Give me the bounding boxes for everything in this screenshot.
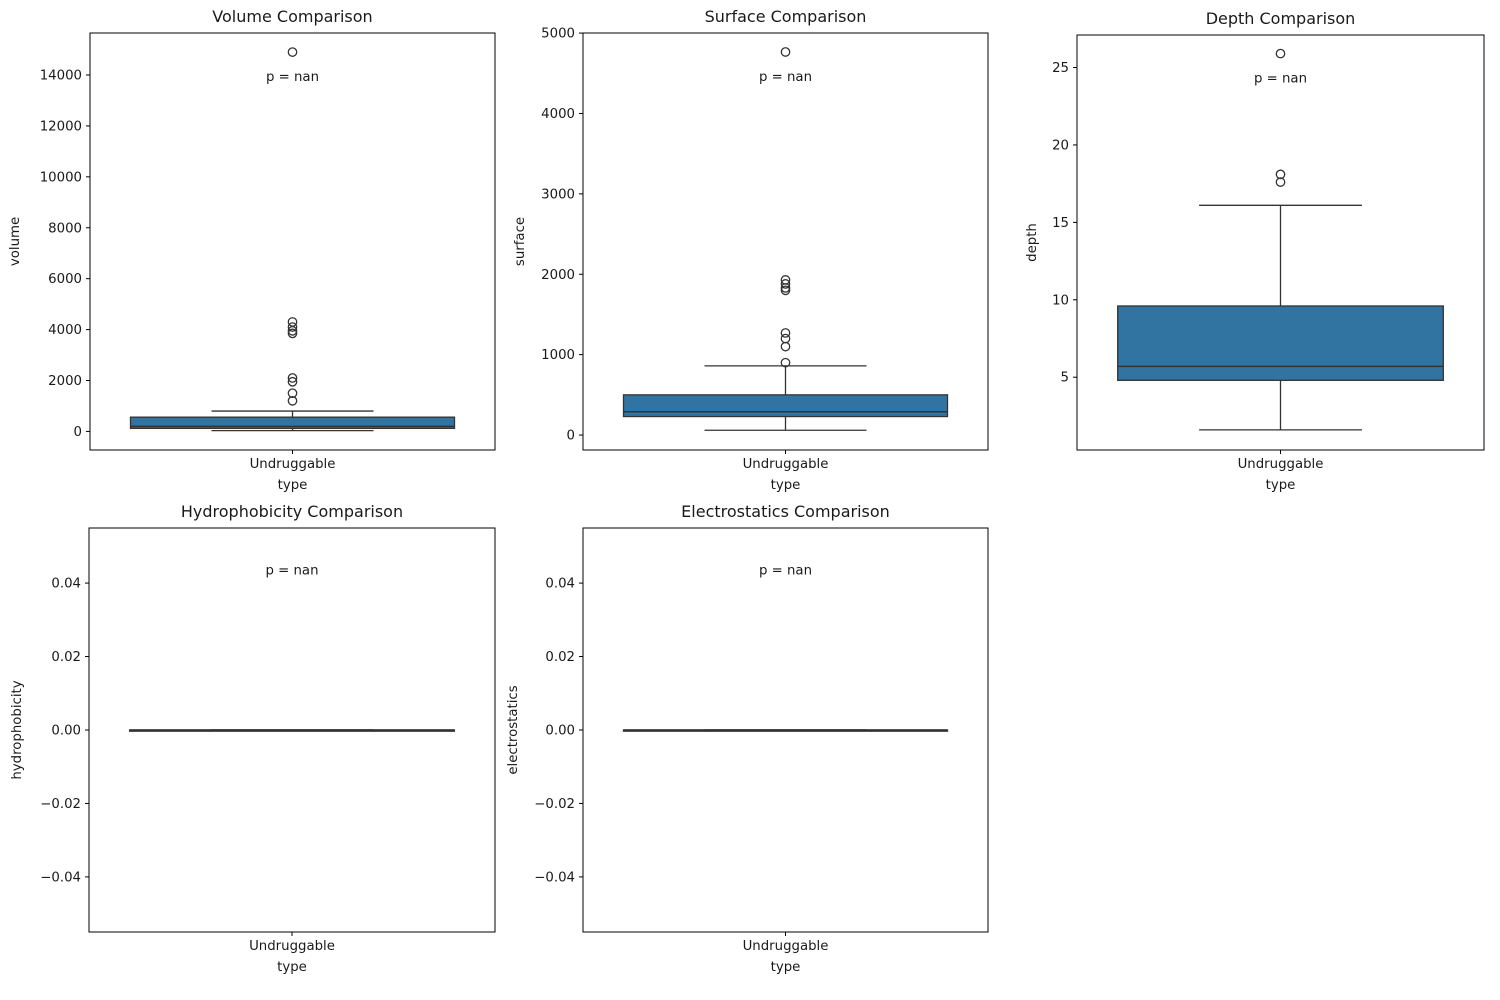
box <box>622 394 949 418</box>
y-tick-label: 12000 <box>40 119 82 134</box>
y-tick-label: −0.02 <box>534 797 575 812</box>
y-tick-label: 0.02 <box>545 650 575 665</box>
y-axis-label: surface <box>513 217 528 266</box>
subplot-depth: 5 10 15 20 25 Undruggable type depth Depth Compa… <box>1025 9 1485 493</box>
outlier-point <box>780 275 791 285</box>
outlier-point <box>1275 48 1286 59</box>
y-axis-label: depth <box>1025 223 1040 262</box>
y-tick-label: 0.04 <box>545 577 575 592</box>
y-tick-label: 5 <box>1061 371 1069 386</box>
outlier-point <box>780 279 791 289</box>
y-tick-label: 20 <box>1052 138 1069 153</box>
axes-frame <box>89 32 496 451</box>
x-tick-label: Undruggable <box>1238 457 1324 472</box>
y-tick-label: −0.04 <box>40 870 81 885</box>
y-tick-label: −0.04 <box>534 870 575 885</box>
outlier-point <box>780 333 791 344</box>
outlier-point <box>287 328 298 339</box>
subplot-title: Volume Comparison <box>212 7 372 26</box>
p-value-annotation: p = nan <box>1254 72 1307 87</box>
outlier-point <box>1275 169 1286 180</box>
y-tick-label: −0.02 <box>40 797 81 812</box>
y-tick-label: 10000 <box>40 170 82 185</box>
y-tick-label: 2000 <box>48 374 82 389</box>
y-tick-label: 0.04 <box>51 577 81 592</box>
outlier-point <box>1275 177 1286 187</box>
outlier-point <box>780 47 791 57</box>
outlier-point <box>287 373 298 383</box>
y-tick-label: 5000 <box>541 27 575 42</box>
y-tick-label: 0 <box>567 429 575 444</box>
y-tick-label: 4000 <box>48 323 82 338</box>
y-tick-label: 3000 <box>541 187 575 202</box>
subplot-title: Hydrophobicity Comparison <box>181 502 403 521</box>
box <box>129 416 456 430</box>
x-tick-label: Undruggable <box>250 457 336 472</box>
x-axis-label: type <box>278 478 308 493</box>
outlier-point <box>287 388 298 399</box>
p-value-annotation: p = nan <box>266 70 319 85</box>
x-tick-label: Undruggable <box>743 457 829 472</box>
y-axis-label: hydrophobicity <box>10 680 25 779</box>
y-tick-label: 25 <box>1052 61 1069 76</box>
y-tick-label: 4000 <box>541 107 575 122</box>
y-tick-label: 0.02 <box>51 650 81 665</box>
subplot-title: Depth Comparison <box>1206 9 1356 28</box>
y-tick-label: 6000 <box>48 272 82 287</box>
y-tick-label: 1000 <box>541 348 575 363</box>
subplot-title: Surface Comparison <box>705 7 867 26</box>
outlier-point <box>287 322 298 332</box>
subplot-surface: 0 1000 2000 3000 4000 5000 Undruggable type surf… <box>513 7 989 493</box>
p-value-annotation: p = nan <box>759 563 812 578</box>
x-tick-label: Undruggable <box>743 939 829 954</box>
outlier-point <box>287 376 298 387</box>
x-axis-label: type <box>771 478 801 493</box>
outlier-point <box>780 357 791 368</box>
y-tick-label: 0 <box>74 425 82 440</box>
y-axis-label: electrostatics <box>506 685 521 774</box>
x-tick-label: Undruggable <box>249 939 335 954</box>
outlier-point <box>780 328 791 338</box>
outlier-point <box>287 47 298 57</box>
x-axis-label: type <box>1266 478 1296 493</box>
subplot-title: Electrostatics Comparison <box>681 502 890 521</box>
p-value-annotation: p = nan <box>759 70 812 85</box>
p-value-annotation: p = nan <box>265 563 318 578</box>
y-tick-label: 15 <box>1052 216 1069 231</box>
y-axis-label: volume <box>8 217 23 266</box>
subplot-electrostatics: −0.04 −0.02 0.00 0.02 0.04 Undruggable type ele… <box>506 502 989 975</box>
subplot-hydrophobicity: −0.04 −0.02 0.00 0.02 0.04 Undruggable type hyd… <box>10 502 496 975</box>
x-axis-label: type <box>771 960 801 975</box>
outlier-point <box>287 317 298 327</box>
y-tick-label: 14000 <box>40 69 82 84</box>
outlier-point <box>287 396 298 406</box>
y-tick-label: 0.00 <box>545 724 575 739</box>
box <box>1117 305 1444 381</box>
y-tick-label: 0.00 <box>51 724 81 739</box>
y-tick-label: 10 <box>1052 293 1069 308</box>
subplot-volume: 0 2000 4000 6000 8000 10000 12000 14000 Undrugga… <box>8 7 496 493</box>
y-tick-label: 8000 <box>48 221 82 236</box>
y-tick-label: 2000 <box>541 268 575 283</box>
x-axis-label: type <box>277 960 307 975</box>
